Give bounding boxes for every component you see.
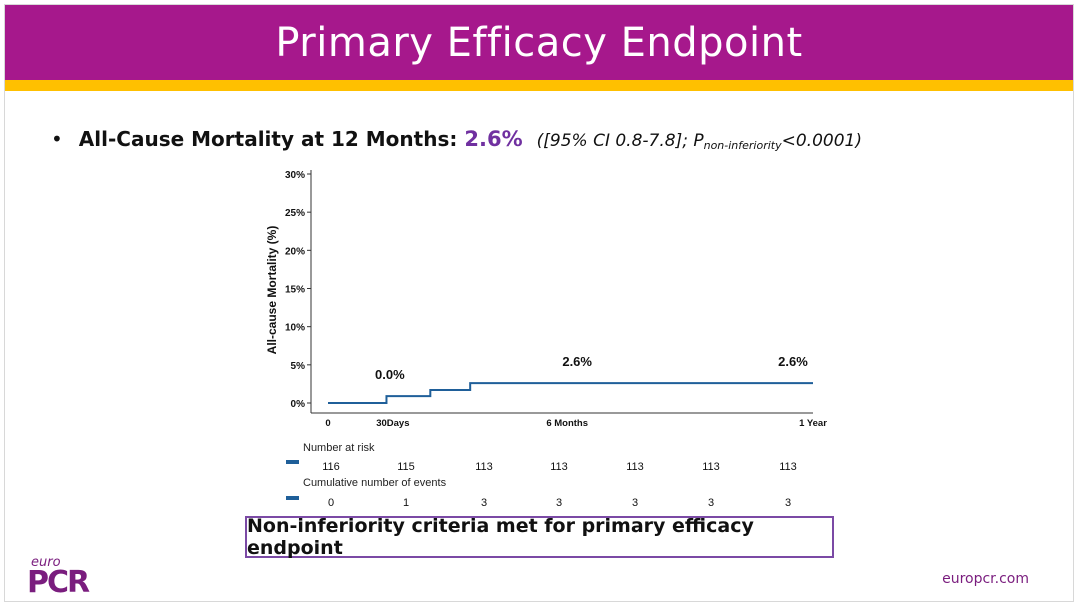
risk-table-at-risk-label: Number at risk: [303, 442, 375, 454]
at-risk-value: 113: [626, 461, 644, 473]
y-axis-label: All-cause Mortality (%): [265, 226, 279, 355]
title-bar: Primary Efficacy Endpoint: [5, 5, 1073, 80]
data-label: 2.6%: [562, 354, 592, 369]
slide: Primary Efficacy Endpoint • All-Cause Mo…: [4, 4, 1074, 602]
at-risk-value: 113: [550, 461, 568, 473]
x-tick-label: 1 Year: [799, 418, 827, 429]
at-risk-value: 116: [322, 461, 340, 473]
data-label: 0.0%: [375, 367, 405, 382]
events-value: 0: [328, 497, 334, 509]
y-tick-label: 15%: [285, 285, 305, 296]
at-risk-value: 113: [702, 461, 720, 473]
website-link[interactable]: europcr.com: [942, 571, 1029, 587]
events-value: 1: [403, 497, 409, 509]
ci-text: ([95% CI 0.8-7.8]; P: [536, 131, 704, 151]
events-value: 3: [481, 497, 487, 509]
at-risk-value: 113: [779, 461, 797, 473]
y-tick-label: 25%: [285, 208, 305, 219]
events-value: 3: [785, 497, 791, 509]
events-value: 3: [632, 497, 638, 509]
at-risk-legend-marker: [286, 460, 299, 464]
chart-series: [328, 382, 813, 404]
events-legend-marker: [286, 496, 299, 500]
y-tick-label: 30%: [285, 170, 305, 181]
chart-annotations: 0.0% 2.6% 2.6%: [375, 354, 808, 382]
europcr-logo: euro PCR: [27, 555, 97, 601]
bullet-dot: •: [51, 127, 63, 151]
x-tick-label: 6 Months: [546, 418, 588, 429]
logo-euro-text: euro: [31, 555, 61, 570]
confidence-interval-text: ([95% CI 0.8-7.8]; Pnon-inferiority<0.00…: [536, 131, 862, 152]
at-risk-value: 113: [475, 461, 493, 473]
y-tick-label: 20%: [285, 246, 305, 257]
p-subscript: non-inferiority: [703, 139, 782, 152]
events-value: 3: [708, 497, 714, 509]
bullet-value: 2.6%: [464, 127, 523, 151]
at-risk-row: 116 115 113 113 113 113 113: [322, 461, 797, 473]
mortality-chart: 0% 5% 10% 15% 20% 25% 30% 0 30Days 6 Months 1 Year…: [265, 170, 827, 509]
risk-table-events-label: Cumulative number of events: [303, 477, 447, 489]
data-label: 2.6%: [778, 354, 808, 369]
x-tick-label: 0: [325, 418, 330, 429]
y-tick-label: 10%: [285, 323, 305, 334]
x-tick-label: 30Days: [376, 418, 409, 429]
conclusion-callout: Non-inferiority criteria met for primary…: [245, 515, 834, 559]
chart-axes: [310, 170, 813, 414]
bullet-main-text: All-Cause Mortality at 12 Months:: [78, 127, 458, 151]
mortality-curve: [328, 382, 813, 404]
events-row: 0 1 3 3 3 3 3: [328, 497, 791, 509]
bullet-point: • All-Cause Mortality at 12 Months: 2.6%…: [51, 127, 862, 152]
events-value: 3: [556, 497, 562, 509]
accent-bar: [5, 80, 1073, 91]
y-tick-label: 0%: [291, 399, 306, 410]
logo-pcr-text: PCR: [27, 565, 90, 600]
y-tick-label: 5%: [291, 361, 306, 372]
at-risk-value: 115: [397, 461, 415, 473]
chart-ticks: 0% 5% 10% 15% 20% 25% 30% 0 30Days 6 Months 1 Year: [285, 170, 827, 429]
ci-tail: <0.0001): [781, 131, 862, 151]
slide-title: Primary Efficacy Endpoint: [275, 19, 803, 66]
